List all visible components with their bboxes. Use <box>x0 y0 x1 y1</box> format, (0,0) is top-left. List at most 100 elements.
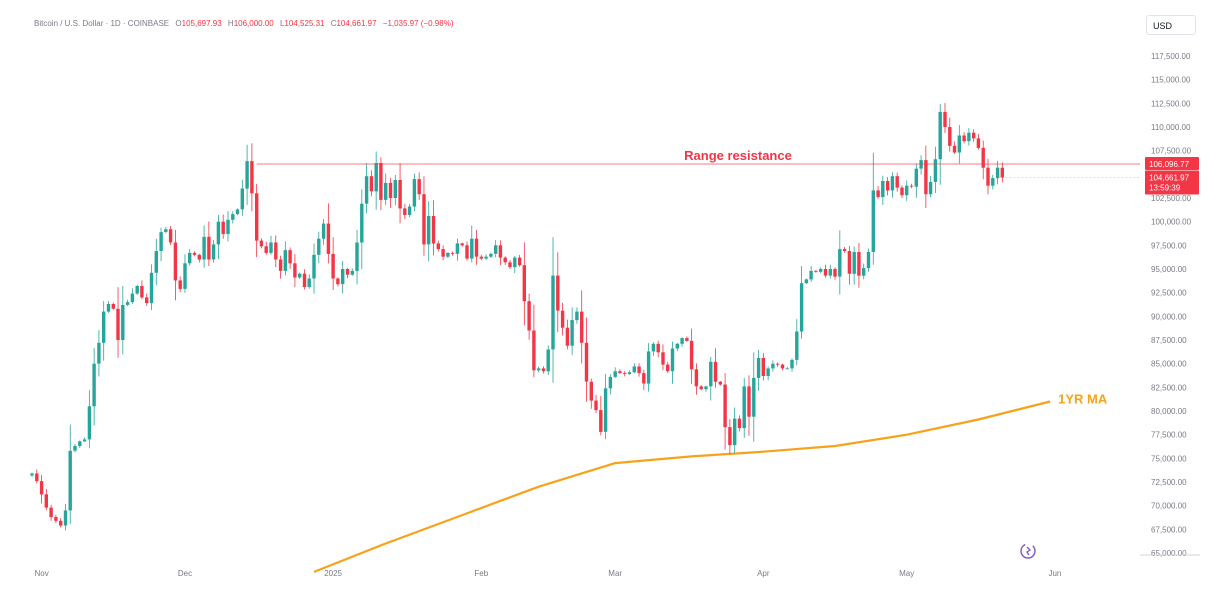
candle-body <box>168 229 173 243</box>
candle-body <box>943 111 947 127</box>
candle-body <box>326 223 331 254</box>
candle <box>97 330 101 377</box>
candle-body <box>264 246 268 253</box>
candle <box>111 302 115 310</box>
candle-body <box>484 256 488 259</box>
candle <box>245 144 249 205</box>
candle-body <box>474 238 479 257</box>
candle <box>570 307 574 355</box>
candle <box>1000 162 1004 183</box>
candle-body <box>159 232 163 251</box>
candle-body <box>274 242 278 260</box>
candle-body <box>666 364 670 372</box>
candle-body <box>646 351 651 384</box>
y-tick-label: 75,000.00 <box>1151 454 1187 463</box>
candle <box>125 299 130 306</box>
refresh-icon <box>1020 543 1036 559</box>
candle <box>666 362 670 374</box>
candle <box>885 177 890 196</box>
candle <box>59 518 63 528</box>
symbol-legend: Bitcoin / U.S. Dollar · 1D · COINBASE O1… <box>34 19 453 28</box>
candle-body <box>756 358 761 378</box>
candle <box>379 157 383 211</box>
candle <box>331 237 335 290</box>
candle <box>737 415 742 432</box>
candle <box>637 363 641 377</box>
candle-body <box>871 190 875 252</box>
candle <box>106 301 111 313</box>
candle-body <box>819 269 823 272</box>
candle-body <box>73 446 77 451</box>
candle-body <box>355 242 359 271</box>
candle <box>756 350 761 391</box>
candle <box>350 268 354 276</box>
candle-body <box>321 223 326 239</box>
candle-body <box>699 386 703 390</box>
candle <box>924 145 928 209</box>
candle <box>441 245 445 261</box>
symbol-title: Bitcoin / U.S. Dollar · 1D · COINBASE <box>34 19 170 28</box>
last-price-text: 104,661.97 <box>1149 174 1190 183</box>
candle-body <box>192 252 197 255</box>
candle <box>852 246 856 285</box>
candle-body <box>656 343 660 353</box>
candle-body <box>498 245 503 258</box>
candle-body <box>331 253 335 279</box>
candle-body <box>245 161 249 189</box>
candle <box>881 175 885 205</box>
candle-body <box>986 167 990 186</box>
candle <box>632 363 636 374</box>
candle <box>785 366 789 370</box>
candle <box>828 264 832 279</box>
candle <box>407 204 412 217</box>
candle <box>508 260 512 269</box>
candle-body <box>685 338 689 341</box>
candle <box>623 371 627 377</box>
x-tick-label: Jun <box>1048 569 1061 578</box>
candle <box>584 317 589 402</box>
candle <box>780 363 785 371</box>
candle-body <box>637 366 641 374</box>
candle <box>149 264 154 311</box>
candle-body <box>991 178 995 186</box>
candle-body <box>379 163 383 200</box>
candle-body <box>522 265 526 302</box>
currency-button[interactable]: USD <box>1146 15 1196 35</box>
candle <box>795 319 799 366</box>
candle-body <box>560 310 565 328</box>
candle-body <box>135 286 139 294</box>
candle <box>991 174 995 190</box>
candle-body <box>972 132 976 139</box>
candle-body <box>771 363 775 369</box>
candle <box>384 173 388 206</box>
candle <box>436 240 440 252</box>
candle <box>202 225 206 268</box>
candle <box>761 353 765 381</box>
y-tick-label: 67,500.00 <box>1151 525 1187 534</box>
candle-body <box>508 262 512 268</box>
candle-body <box>814 270 818 272</box>
candle-body <box>226 219 230 234</box>
candle-body <box>847 251 852 274</box>
candle <box>608 374 613 395</box>
candle <box>819 267 823 274</box>
candle <box>972 129 976 142</box>
candle-body <box>924 160 928 195</box>
last-price-badge <box>1145 170 1199 195</box>
candle-body <box>393 180 397 198</box>
candle-body <box>494 245 498 254</box>
candle-body <box>63 510 68 526</box>
low-value: 104,525.31 <box>284 19 325 28</box>
candle-body <box>900 187 904 196</box>
x-tick-label: Dec <box>178 569 192 578</box>
candle <box>216 215 221 260</box>
candle-body <box>513 257 517 268</box>
candle <box>427 201 431 262</box>
candle-body <box>680 338 684 344</box>
candle <box>87 390 92 449</box>
y-tick-label: 102,500.00 <box>1151 194 1192 203</box>
candle <box>642 369 646 391</box>
candle <box>470 225 474 263</box>
